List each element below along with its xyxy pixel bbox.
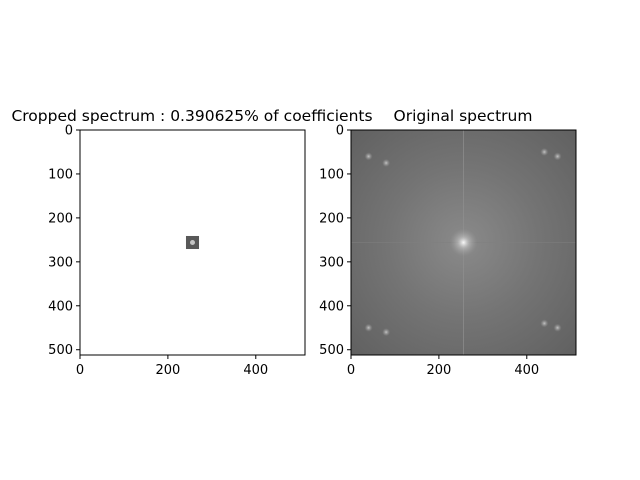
- spectrum-bright-spots: [364, 147, 562, 337]
- cropped-x-tick-label: 400: [243, 363, 268, 378]
- original-spectrum-title: Original spectrum: [394, 107, 533, 125]
- spectrum-bright-spot: [540, 319, 549, 328]
- spectrum-bright-spot: [553, 323, 562, 332]
- cropped-spectrum-axes: 0 200 400 0 100 200 300 400 500: [48, 124, 268, 379]
- original-spectrum-panel: Original spectrum 0 200 400 0 100 200 300 400 50…: [319, 107, 577, 379]
- kept-center-peak: [190, 240, 195, 245]
- cropped-x-tick-label: 0: [76, 363, 84, 378]
- spectrum-bright-spot: [382, 328, 391, 337]
- cropped-y-tick-label: 500: [48, 343, 73, 358]
- cropped-y-tick-label: 200: [48, 211, 73, 226]
- original-y-tick-label: 300: [319, 255, 344, 270]
- original-x-tick-label: 0: [347, 363, 355, 378]
- original-y-tick-label: 400: [319, 299, 344, 314]
- spectrum-bright-spot: [382, 158, 391, 167]
- cropped-spectrum-panel: Cropped spectrum : 0.390625% of coeffici…: [11, 107, 372, 378]
- original-y-tick-label: 0: [336, 124, 344, 139]
- original-spectrum-axes: 0 200 400 0 100 200 300 400 500: [319, 124, 539, 379]
- cropped-y-tick-label: 100: [48, 167, 73, 182]
- cropped-y-tick-label: 0: [65, 124, 73, 139]
- original-y-tick-label: 200: [319, 211, 344, 226]
- kept-coefficients-region: [185, 235, 200, 250]
- cropped-y-tick-label: 400: [48, 299, 73, 314]
- spectrum-bright-spot: [364, 323, 373, 332]
- original-x-tick-label: 400: [514, 363, 539, 378]
- cropped-spectrum-title: Cropped spectrum : 0.390625% of coeffici…: [11, 107, 372, 125]
- cropped-x-tick-label: 200: [155, 363, 180, 378]
- cropped-y-tick-label: 300: [48, 255, 73, 270]
- original-x-tick-label: 200: [426, 363, 451, 378]
- spectrum-bright-spot: [364, 152, 373, 161]
- original-y-tick-label: 100: [319, 167, 344, 182]
- original-spectrum-frame: [350, 129, 577, 356]
- spectrum-bright-spot: [553, 152, 562, 161]
- original-y-tick-label: 500: [319, 343, 344, 358]
- spectrum-bright-spot: [540, 147, 549, 156]
- cropped-spectrum-frame: [79, 129, 306, 356]
- spectrum-center-peak: [449, 228, 478, 257]
